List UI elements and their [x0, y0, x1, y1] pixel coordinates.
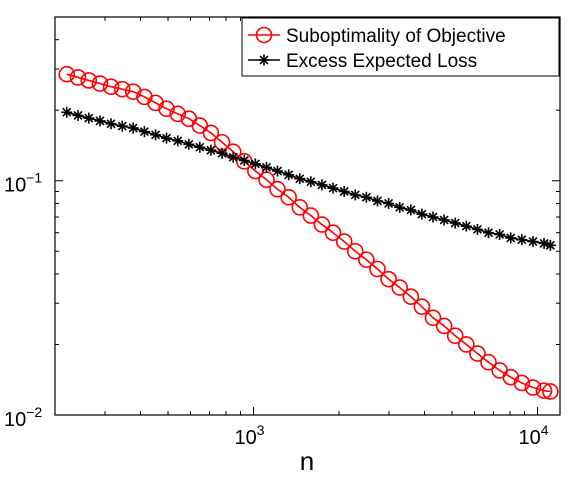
data-point — [150, 129, 162, 141]
data-point — [183, 138, 195, 150]
data-point — [535, 382, 553, 399]
legend: Suboptimality of Objective Excess Expecte… — [241, 17, 560, 77]
data-point — [358, 251, 375, 269]
data-point — [294, 173, 306, 185]
x-axis-label: n — [300, 446, 314, 476]
data-point — [83, 112, 95, 124]
legend-entry: Suboptimality of Objective — [248, 26, 506, 47]
data-point — [113, 80, 131, 98]
data-point — [413, 298, 431, 315]
data-point — [394, 201, 406, 213]
data-point — [102, 78, 120, 96]
data-point — [227, 151, 239, 163]
data-point — [527, 236, 539, 248]
data-point — [405, 204, 417, 216]
data-point — [61, 106, 73, 118]
data-point — [69, 69, 87, 86]
data-point — [72, 109, 84, 121]
data-point — [94, 115, 106, 127]
data-point — [346, 242, 364, 260]
legend-label: Excess Expected Loss — [286, 51, 477, 72]
legend-box — [241, 17, 560, 77]
data-point — [80, 72, 98, 89]
data-point — [383, 197, 395, 209]
data-point — [435, 317, 453, 335]
data-point — [544, 239, 556, 251]
data-point — [272, 165, 284, 177]
series-line — [66, 73, 551, 393]
data-point — [158, 100, 175, 118]
data-point — [449, 217, 461, 229]
data-point — [446, 327, 464, 345]
data-point — [169, 105, 187, 123]
data-point — [424, 309, 442, 327]
data-point — [138, 126, 150, 138]
data-point — [335, 233, 353, 250]
data-point — [313, 216, 331, 233]
data-point — [249, 158, 261, 170]
y-tick-label: 10−2 — [4, 404, 42, 431]
data-point — [205, 144, 217, 156]
data-point — [438, 214, 450, 226]
data-point — [538, 237, 550, 249]
data-point — [316, 179, 328, 191]
data-point — [513, 374, 531, 392]
legend-label: Suboptimality of Objective — [286, 26, 506, 47]
data-point — [338, 185, 350, 197]
data-point — [280, 188, 297, 206]
data-point — [269, 180, 286, 198]
data-point — [371, 195, 383, 207]
data-point — [172, 135, 184, 147]
plot-area-border — [54, 16, 561, 416]
data-point — [194, 141, 206, 153]
data-point — [369, 260, 386, 278]
data-point — [116, 120, 128, 132]
x-tick-label: 104 — [518, 422, 548, 449]
data-point — [202, 124, 220, 142]
data-point — [524, 379, 542, 396]
tick-label-layer: 103 104 10−2 10−1 — [4, 170, 549, 449]
data-point — [305, 176, 317, 188]
data-point — [480, 353, 497, 371]
data-point — [124, 83, 142, 100]
data-point — [255, 26, 273, 44]
data-point — [302, 207, 320, 224]
data-point — [58, 65, 76, 83]
legend-entry: Excess Expected Loss — [248, 51, 477, 72]
data-point — [542, 383, 559, 400]
y-tick-label: 10−1 — [4, 170, 42, 197]
data-point — [460, 220, 472, 232]
data-point — [516, 234, 528, 246]
data-point — [494, 228, 506, 240]
data-point — [91, 75, 109, 92]
data-point — [505, 232, 517, 244]
data-point — [283, 169, 295, 181]
series-layer — [58, 65, 559, 400]
data-point — [216, 147, 228, 159]
data-point — [291, 199, 309, 216]
data-point — [238, 155, 250, 167]
data-point — [416, 208, 428, 220]
data-point — [360, 191, 372, 203]
data-point — [391, 279, 408, 296]
data-point — [380, 270, 397, 288]
series-1 — [61, 106, 556, 251]
x-tick-label: 103 — [234, 422, 264, 449]
data-point — [469, 345, 486, 362]
data-point — [427, 211, 439, 223]
data-point — [258, 54, 270, 66]
data-point — [458, 336, 475, 353]
data-point — [260, 161, 272, 173]
data-point — [105, 118, 117, 130]
data-point — [483, 227, 495, 239]
data-point — [349, 189, 361, 201]
data-point — [402, 288, 420, 305]
data-point — [471, 223, 483, 235]
data-point — [327, 182, 339, 194]
data-point — [161, 132, 173, 144]
data-point — [127, 122, 139, 134]
data-point — [324, 224, 342, 242]
